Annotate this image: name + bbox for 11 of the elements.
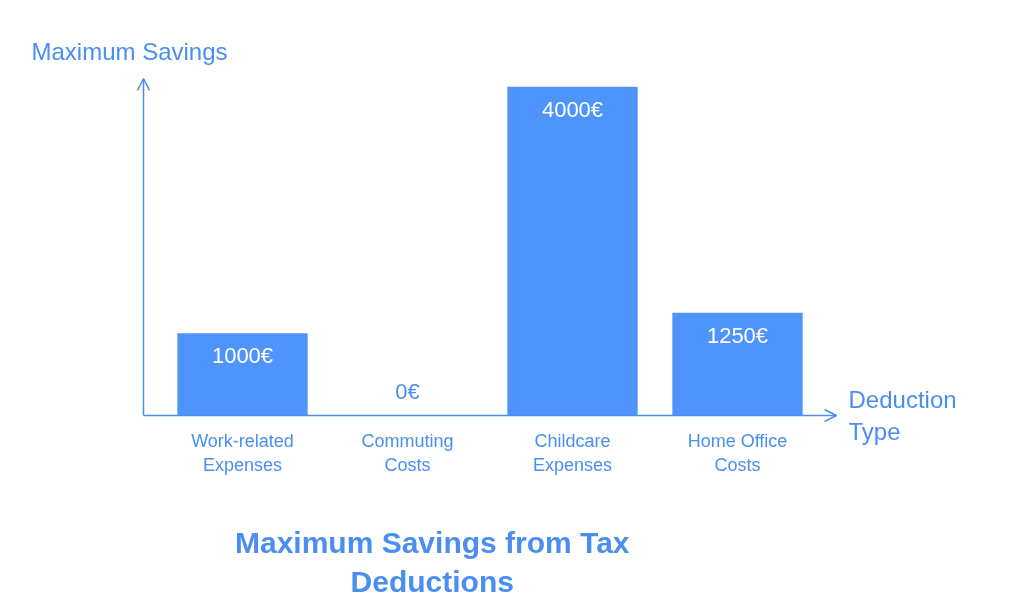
x-tick-label: Childcare Expenses <box>532 430 613 475</box>
x-tick-label: Work-related Expenses <box>191 430 294 475</box>
x-tick-label: Home Office Costs <box>687 430 788 475</box>
x-tick-label: Commuting Costs <box>361 430 454 475</box>
data-label: 1250€ <box>706 322 769 348</box>
text: Maximum Savings from Tax Deductions <box>234 525 630 599</box>
data-label: 4000€ <box>541 96 604 122</box>
x-axis-title: Deduction Type <box>848 385 957 446</box>
data-label: 1000€ <box>211 343 274 369</box>
y-axis-title: Maximum Savings <box>31 37 228 65</box>
data-label: 0€ <box>395 378 420 404</box>
